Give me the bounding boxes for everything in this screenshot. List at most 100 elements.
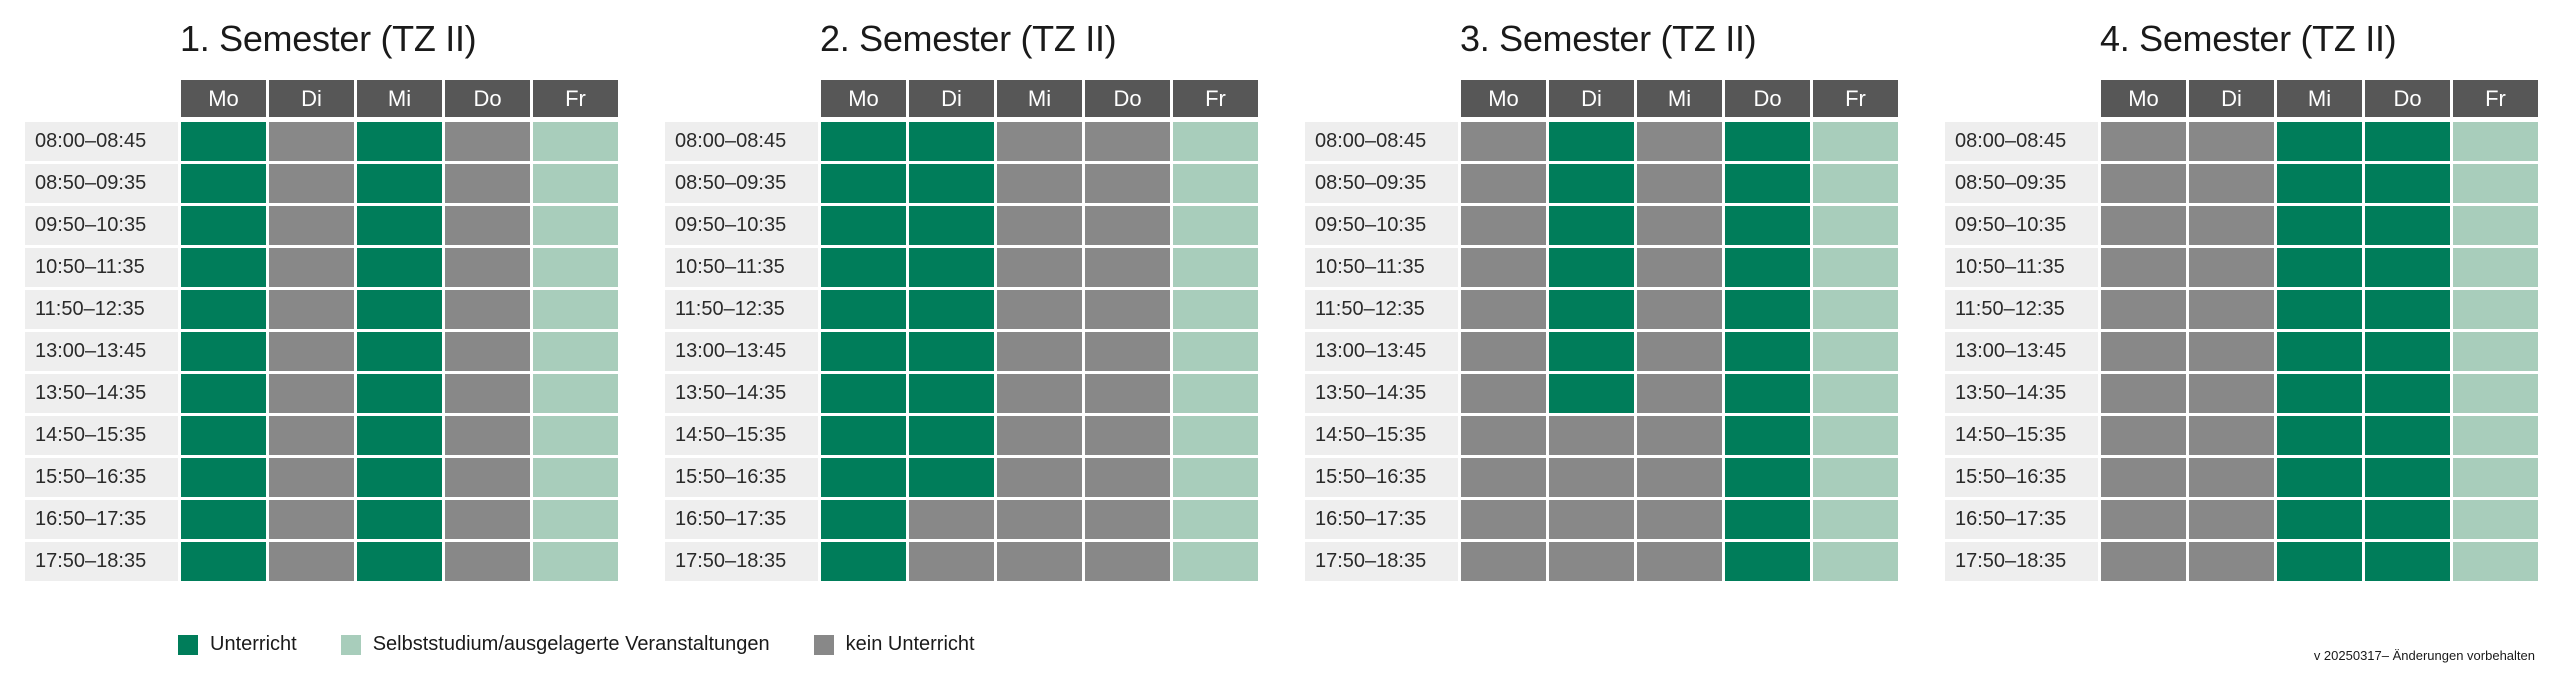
time-slot-label: 17:50–18:35 <box>665 542 818 581</box>
legend-item-kein-unterricht: kein Unterricht <box>813 633 975 656</box>
schedule-cell <box>445 248 530 287</box>
schedule-cell <box>1461 542 1546 581</box>
schedule-cell <box>181 458 266 497</box>
schedule-cell <box>997 122 1082 161</box>
schedule-cell <box>2189 458 2274 497</box>
day-header: Do <box>1725 80 1810 117</box>
time-row: 13:50–14:35 <box>25 374 621 413</box>
time-slot-label: 11:50–12:35 <box>665 290 818 329</box>
schedule-cell <box>1637 416 1722 455</box>
schedule-cell <box>2277 416 2362 455</box>
schedule-cell <box>357 500 442 539</box>
semester-panel: 2. Semester (TZ II) Mo Di Mi Do Fr 08:00–08:45… <box>640 0 1280 600</box>
time-slot-label: 08:50–09:35 <box>665 164 818 203</box>
schedule-cell <box>1173 290 1258 329</box>
schedule-cell <box>997 206 1082 245</box>
schedule-cell <box>909 290 994 329</box>
schedule-cell <box>1549 458 1634 497</box>
day-header: Fr <box>533 80 618 117</box>
time-slot-label: 15:50–16:35 <box>665 458 818 497</box>
schedule-cell <box>997 332 1082 371</box>
schedule-cell <box>2277 290 2362 329</box>
schedule-cell <box>2189 500 2274 539</box>
schedule-cell <box>1549 164 1634 203</box>
schedule-cell <box>1549 374 1634 413</box>
schedule-cell <box>1173 248 1258 287</box>
time-row: 13:50–14:35 <box>1305 374 1901 413</box>
time-row: 11:50–12:35 <box>25 290 621 329</box>
time-row: 10:50–11:35 <box>1305 248 1901 287</box>
schedule-cell <box>2453 374 2538 413</box>
schedule-cell <box>997 416 1082 455</box>
timetable-grid: Mo Di Mi Do Fr 08:00–08:45 08:50–09:35 09:50–10… <box>25 80 621 584</box>
schedule-cell <box>533 164 618 203</box>
time-row: 08:50–09:35 <box>1305 164 1901 203</box>
schedule-cell <box>1461 374 1546 413</box>
legend-swatch-kein-unterricht <box>813 634 834 655</box>
schedule-cell <box>445 122 530 161</box>
schedule-cell <box>909 416 994 455</box>
schedule-cell <box>357 374 442 413</box>
schedule-cell <box>181 290 266 329</box>
schedule-cell <box>2453 332 2538 371</box>
time-row: 16:50–17:35 <box>25 500 621 539</box>
semester-title: 3. Semester (TZ II) <box>1460 18 1757 59</box>
time-row: 08:00–08:45 <box>25 122 621 161</box>
schedule-cell <box>1173 164 1258 203</box>
schedule-cell <box>2101 500 2186 539</box>
schedule-cell <box>2101 206 2186 245</box>
schedule-cell <box>1549 122 1634 161</box>
schedule-cell <box>1085 542 1170 581</box>
legend-label-unterricht: Unterricht <box>210 633 297 655</box>
schedule-cell <box>357 458 442 497</box>
time-row: 10:50–11:35 <box>1945 248 2541 287</box>
schedule-cell <box>1173 416 1258 455</box>
schedule-cell <box>1085 164 1170 203</box>
schedule-cell <box>181 164 266 203</box>
schedule-cell <box>1637 374 1722 413</box>
time-slot-label: 16:50–17:35 <box>1305 500 1458 539</box>
schedule-cell <box>1725 122 1810 161</box>
schedule-cell <box>357 416 442 455</box>
schedule-cell <box>1085 374 1170 413</box>
schedule-cell <box>2189 206 2274 245</box>
day-header: Fr <box>1173 80 1258 117</box>
schedule-cell <box>821 290 906 329</box>
legend-swatch-selbststudium <box>340 634 361 655</box>
time-row: 15:50–16:35 <box>1305 458 1901 497</box>
schedule-cell <box>269 290 354 329</box>
time-row: 09:50–10:35 <box>1945 206 2541 245</box>
time-row: 14:50–15:35 <box>25 416 621 455</box>
time-row: 08:50–09:35 <box>1945 164 2541 203</box>
time-row: 14:50–15:35 <box>1945 416 2541 455</box>
schedule-cell <box>2365 290 2450 329</box>
schedule-cell <box>997 458 1082 497</box>
schedule-cell <box>2277 206 2362 245</box>
time-slot-label: 08:00–08:45 <box>665 122 818 161</box>
time-row: 16:50–17:35 <box>665 500 1261 539</box>
schedule-cell <box>1085 290 1170 329</box>
schedule-cell <box>2365 164 2450 203</box>
schedule-cell <box>997 290 1082 329</box>
header-corner <box>25 80 178 117</box>
time-slot-label: 10:50–11:35 <box>25 248 178 287</box>
schedule-cell <box>1461 458 1546 497</box>
time-row: 08:00–08:45 <box>1945 122 2541 161</box>
schedule-cell <box>357 164 442 203</box>
schedule-cell <box>1549 416 1634 455</box>
time-slot-label: 09:50–10:35 <box>25 206 178 245</box>
time-row: 17:50–18:35 <box>1945 542 2541 581</box>
schedule-cell <box>181 500 266 539</box>
semester-panel: 4. Semester (TZ II) Mo Di Mi Do Fr 08:00–08:45… <box>1920 0 2560 600</box>
schedule-cell <box>181 332 266 371</box>
schedule-cell <box>1813 374 1898 413</box>
schedule-cell <box>2365 374 2450 413</box>
schedule-cell <box>1085 500 1170 539</box>
schedule-cell <box>2189 416 2274 455</box>
schedule-cell <box>181 374 266 413</box>
semester-panel: 3. Semester (TZ II) Mo Di Mi Do Fr 08:00–08:45… <box>1280 0 1920 600</box>
schedule-cell <box>1085 332 1170 371</box>
header-corner <box>665 80 818 117</box>
schedule-cell <box>357 248 442 287</box>
time-slot-label: 13:00–13:45 <box>1945 332 2098 371</box>
